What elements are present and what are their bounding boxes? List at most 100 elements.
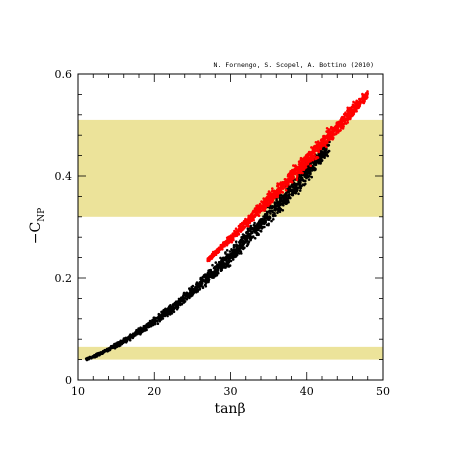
data-point: [330, 132, 333, 135]
data-point: [321, 151, 324, 155]
data-point: [355, 110, 358, 113]
data-point: [301, 178, 305, 182]
data-point: [185, 297, 188, 301]
data-point: [270, 207, 274, 210]
data-point: [304, 182, 307, 186]
data-point: [190, 288, 193, 291]
data-point: [351, 109, 355, 113]
data-point: [317, 147, 320, 151]
data-point: [274, 204, 277, 207]
data-point: [261, 201, 265, 205]
data-point: [209, 272, 212, 275]
data-point: [334, 125, 338, 128]
data-point: [261, 222, 264, 225]
data-point: [242, 219, 246, 223]
data-point: [334, 129, 338, 132]
data-point: [182, 291, 186, 295]
data-point: [297, 160, 301, 163]
data-point: [306, 153, 310, 157]
data-point: [268, 191, 272, 195]
data-point: [216, 263, 220, 266]
data-point: [207, 258, 210, 262]
data-point: [291, 178, 294, 181]
data-point: [279, 181, 283, 185]
data-point: [126, 337, 130, 341]
data-point: [204, 278, 208, 281]
data-point: [226, 264, 230, 268]
data-point: [346, 121, 350, 124]
data-point: [294, 164, 297, 167]
data-point: [292, 164, 295, 167]
data-point: [321, 154, 324, 158]
data-point: [271, 211, 275, 214]
data-point: [232, 245, 236, 249]
data-point: [250, 216, 253, 219]
data-point: [309, 171, 312, 175]
data-point: [265, 210, 269, 214]
data-point: [241, 245, 245, 249]
data-point: [235, 230, 239, 234]
data-point: [262, 205, 266, 209]
data-point: [289, 179, 293, 183]
band-1: [78, 346, 383, 360]
data-point: [152, 316, 156, 320]
data-point: [222, 243, 225, 246]
data-point: [324, 151, 327, 155]
data-point: [281, 187, 285, 190]
data-point: [147, 324, 150, 327]
data-point: [281, 209, 285, 212]
data-point: [99, 351, 103, 354]
data-point: [302, 165, 305, 168]
data-point: [346, 106, 350, 110]
data-point: [285, 198, 288, 201]
data-point: [209, 255, 212, 259]
data-point: [271, 199, 275, 202]
data-point: [176, 303, 180, 306]
data-point: [151, 319, 154, 323]
data-point: [309, 164, 313, 167]
data-point: [298, 181, 302, 184]
data-point: [240, 252, 243, 255]
data-point: [325, 130, 329, 134]
data-point: [102, 350, 106, 354]
y-tick-label: 0.2: [55, 272, 73, 285]
data-point: [107, 347, 111, 351]
data-point: [313, 145, 317, 149]
data-point: [206, 271, 210, 275]
data-point: [232, 235, 235, 238]
data-point: [253, 237, 257, 240]
data-point: [305, 171, 309, 174]
data-point: [325, 153, 329, 157]
data-point: [211, 263, 214, 267]
data-point: [255, 212, 258, 215]
data-point: [253, 228, 257, 232]
data-point: [304, 174, 308, 178]
data-point: [346, 109, 349, 112]
data-point: [326, 133, 330, 136]
data-point: [305, 163, 308, 166]
data-point: [123, 337, 126, 341]
data-point: [256, 210, 260, 213]
data-point: [157, 318, 160, 321]
data-point: [327, 136, 331, 139]
data-point: [292, 175, 295, 179]
data-point: [359, 99, 362, 102]
data-point: [221, 262, 225, 265]
data-point: [245, 244, 249, 248]
data-point: [236, 251, 239, 255]
data-point: [279, 208, 282, 212]
data-point: [268, 215, 271, 219]
data-point: [248, 232, 251, 236]
data-point: [279, 202, 283, 206]
data-point: [240, 228, 244, 232]
data-point: [279, 189, 283, 193]
y-axis-label: −CNP: [28, 208, 47, 244]
x-tick-label: 40: [300, 385, 314, 398]
data-point: [253, 221, 256, 225]
data-point: [284, 191, 288, 195]
data-point: [96, 353, 99, 356]
data-point: [269, 212, 272, 215]
data-point: [358, 104, 361, 107]
data-point: [264, 200, 268, 204]
data-point: [209, 269, 212, 273]
